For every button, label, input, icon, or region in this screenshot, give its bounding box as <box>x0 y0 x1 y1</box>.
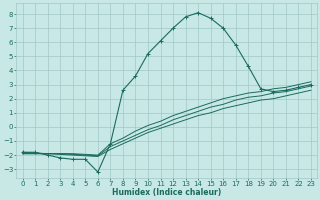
X-axis label: Humidex (Indice chaleur): Humidex (Indice chaleur) <box>112 188 221 197</box>
